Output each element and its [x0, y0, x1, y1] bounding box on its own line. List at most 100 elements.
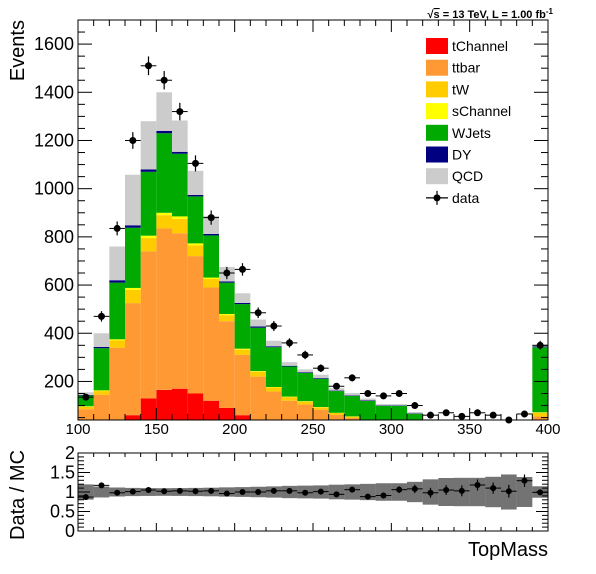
ratio-point: [203, 487, 219, 494]
bar-qcd: [391, 404, 407, 406]
legend-entry-tw: tW: [426, 81, 470, 98]
bar-schannel: [172, 216, 188, 219]
bar-tw: [344, 416, 360, 419]
series-schannel: [78, 212, 548, 417]
x-tick-label: 150: [144, 421, 169, 438]
bar-ttbar: [140, 251, 157, 399]
bar-dy: [266, 346, 282, 348]
series-ttbar: [78, 228, 548, 420]
data-point: [469, 409, 486, 417]
legend-marker: [433, 194, 441, 202]
bar-dy: [172, 151, 188, 154]
bar-tw: [125, 289, 141, 304]
ratio-points: [78, 474, 548, 501]
bar-wjets: [250, 327, 266, 372]
bar-qcd: [93, 333, 110, 347]
bar-tw: [250, 371, 266, 377]
bar-tw: [266, 387, 282, 392]
legend-entry-qcd: QCD: [426, 168, 483, 185]
data-marker: [145, 62, 152, 70]
uncertainty-band: [93, 486, 110, 498]
data-marker: [442, 409, 450, 417]
bar-dy: [93, 346, 110, 349]
data-point: [203, 210, 219, 225]
data-marker: [380, 392, 387, 400]
bar-ttbar: [109, 347, 125, 420]
ratio-y-tick-label: 0: [65, 521, 75, 541]
ratio-point: [438, 485, 454, 495]
legend-entry-data: data: [426, 190, 479, 206]
bar-tw: [109, 340, 125, 348]
x-tick-label: 100: [65, 421, 90, 438]
data-point: [93, 311, 110, 322]
ratio-marker: [176, 487, 183, 494]
ratio-marker: [411, 485, 418, 492]
y-tick-label: 1000: [34, 179, 74, 199]
bar-ttbar: [344, 418, 360, 420]
uncertainty-band: [360, 483, 376, 501]
ratio-point: [422, 487, 439, 498]
y-tick-label: 1200: [34, 130, 74, 150]
ratio-marker: [302, 489, 309, 496]
bar-ttbar: [156, 228, 172, 390]
ratio-marker: [82, 494, 89, 501]
data-point: [125, 132, 141, 149]
bar-schannel: [203, 277, 219, 280]
data-point: [407, 402, 423, 410]
data-marker: [82, 393, 90, 401]
data-point: [140, 56, 157, 76]
ratio-point: [219, 490, 235, 497]
ratio-point: [281, 487, 298, 494]
legend-label: DY: [452, 147, 472, 163]
data-point: [187, 155, 204, 172]
series-dy: [78, 130, 548, 414]
ratio-marker: [505, 488, 512, 495]
bar-qcd: [313, 374, 329, 379]
main-y-ticks: 200 400 600 800 1000 1200 1400 1600: [34, 19, 548, 419]
bar-wjets: [125, 227, 141, 288]
ratio-point: [469, 479, 486, 491]
bar-tw: [532, 412, 548, 417]
ratio-point: [454, 485, 470, 497]
bar-dy: [187, 194, 204, 197]
legend-swatch: [426, 38, 448, 54]
ratio-marker: [458, 487, 465, 494]
ratio-point: [266, 487, 282, 494]
data-point: [78, 393, 94, 401]
bar-tchannel: [234, 415, 251, 420]
data-point: [109, 221, 125, 236]
bar-wjets: [391, 405, 407, 420]
data-point: [219, 266, 235, 280]
data-marker: [474, 409, 481, 417]
bar-schannel: [187, 243, 204, 246]
bar-tw: [234, 349, 251, 355]
bar-wjets: [375, 405, 392, 420]
x-tick-label: 300: [379, 421, 404, 438]
bar-tw: [93, 391, 110, 395]
data-point: [250, 307, 266, 319]
x-tick-label: 250: [300, 421, 325, 438]
data-marker: [192, 159, 199, 167]
legend-entry-tchannel: tChannel: [426, 38, 508, 54]
data-point: [422, 411, 439, 419]
bar-tchannel: [187, 393, 204, 420]
bar-schannel: [219, 313, 235, 316]
ratio-y-tick-label: 1: [65, 482, 75, 502]
data-point: [344, 374, 360, 382]
bar-qcd: [140, 121, 157, 170]
bar-qcd: [344, 393, 360, 396]
data-marker: [176, 108, 184, 116]
bar-tw: [297, 401, 313, 405]
bar-tw: [328, 413, 345, 415]
bar-qcd: [234, 293, 251, 303]
legend-label: tChannel: [452, 38, 508, 54]
legend-entry-wjets: WJets: [426, 124, 491, 141]
ratio-marker: [349, 486, 356, 493]
bar-tw: [78, 406, 94, 410]
legend-swatch: [426, 124, 448, 141]
bar-wjets: [344, 395, 360, 417]
bar-ttbar: [328, 414, 345, 420]
uncertainty-band: [375, 483, 392, 501]
data-point: [360, 389, 376, 397]
ratio-point: [485, 482, 501, 494]
